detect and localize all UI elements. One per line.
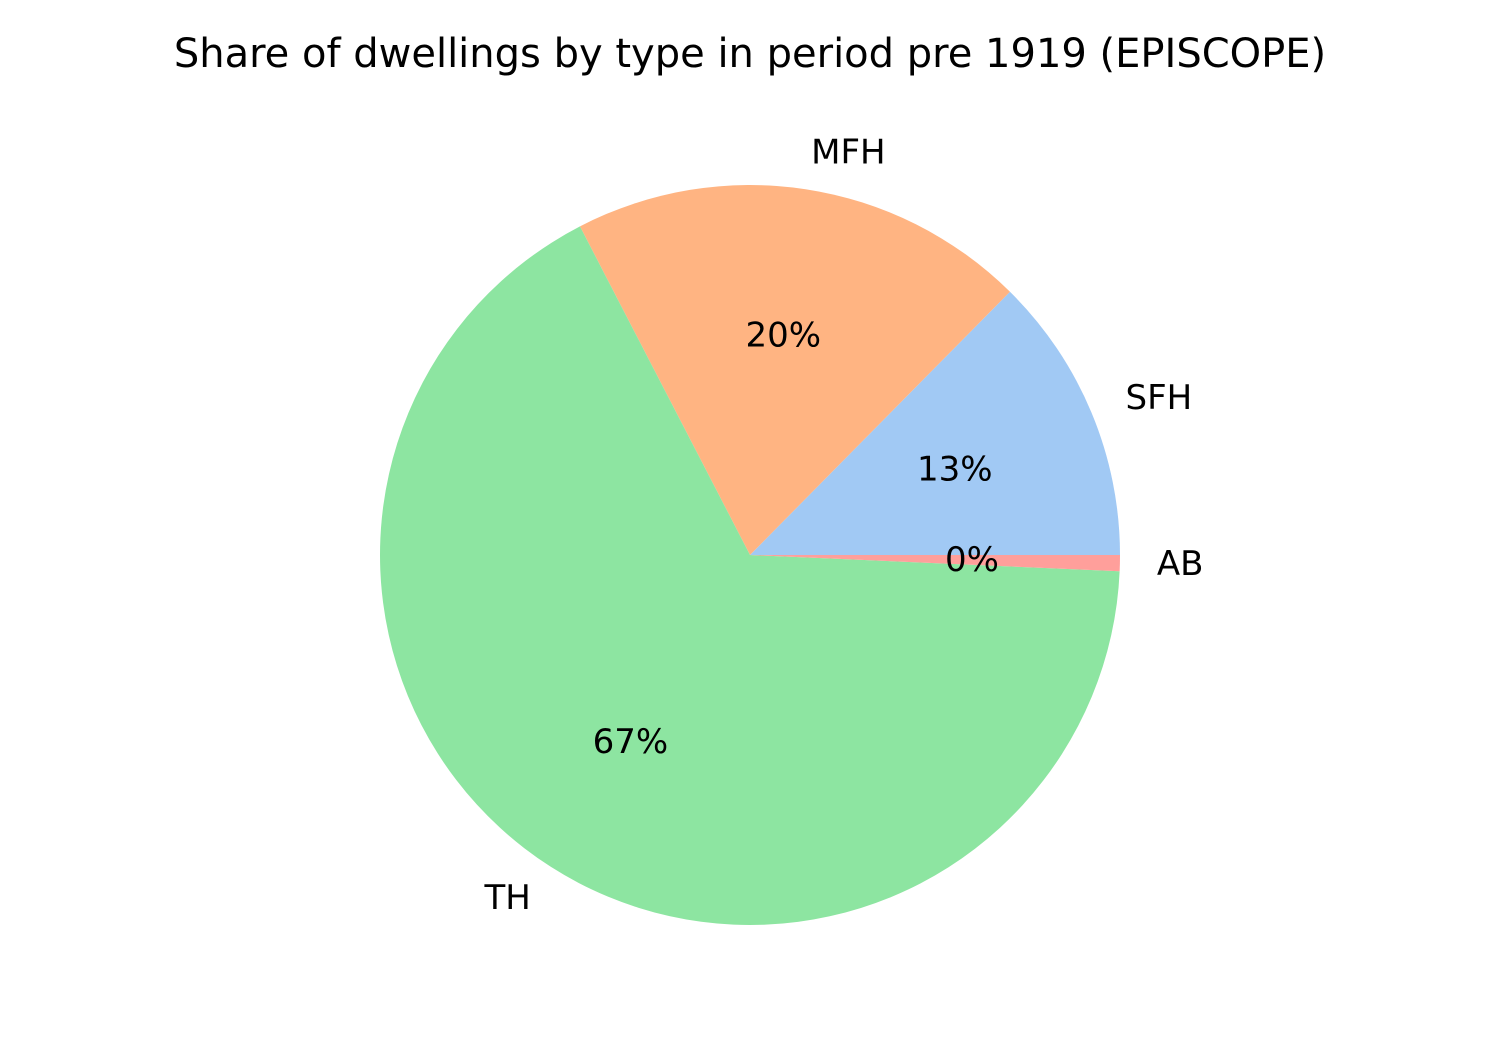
slice-percent-mfh: 20% bbox=[746, 316, 822, 356]
slice-label-th: TH bbox=[483, 878, 530, 918]
pie-slice-th bbox=[380, 226, 1120, 925]
slice-label-sfh: SFH bbox=[1126, 378, 1193, 418]
chart-title: Share of dwellings by type in period pre… bbox=[174, 31, 1326, 77]
pie-slice-mfh bbox=[579, 185, 1010, 555]
slice-percent-ab: 0% bbox=[945, 540, 999, 580]
slice-percent-th: 67% bbox=[593, 722, 669, 762]
pie-labels: SFH 13% MFH 20% TH 67% AB 0% bbox=[483, 133, 1203, 918]
pie-slice-ab bbox=[750, 555, 1120, 572]
slice-label-ab: AB bbox=[1157, 544, 1204, 584]
pie-slice-sfh bbox=[750, 291, 1120, 555]
pie-slices bbox=[380, 185, 1120, 925]
slice-percent-sfh: 13% bbox=[917, 449, 993, 489]
slice-label-mfh: MFH bbox=[811, 133, 885, 173]
